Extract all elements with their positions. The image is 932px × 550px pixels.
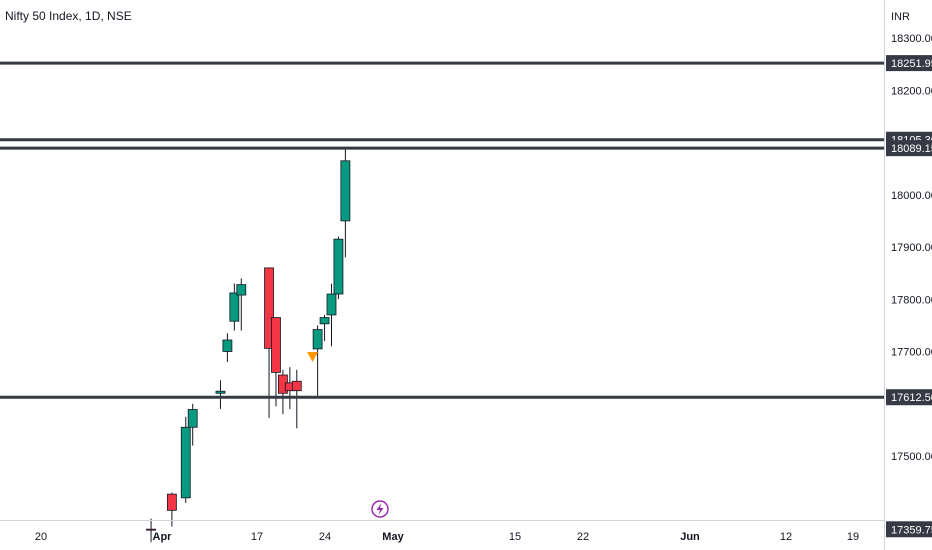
y-tick-label: 18200.00 [891,85,932,97]
candle-body [326,293,337,316]
level-price-label: 17359.75 [886,521,932,538]
candle [229,283,240,331]
signal-marker-triangle [307,352,318,362]
candle [222,333,233,362]
y-tick-label: 18300.00 [891,33,932,45]
candle [146,518,156,543]
candle-body [319,317,330,325]
x-tick-label: Jun [680,531,700,543]
candle-body [146,528,156,531]
chart-title: Nifty 50 Index, 1D, NSE [5,9,132,23]
price-axis[interactable]: 17500.00 17700.00 17800.00 17900.00 18000.00… [891,33,932,463]
candle-body [264,267,274,349]
x-tick-label: 12 [780,531,792,543]
candle-body [271,317,281,373]
levels-group [0,61,884,399]
candle-body [222,339,233,352]
x-tick-label: 19 [847,531,859,543]
candle [271,317,281,407]
candle [180,416,191,504]
svg-text:17359.75: 17359.75 [891,524,932,536]
level-price-label: 17612.50 [886,389,932,406]
candles-group [146,147,351,543]
y-tick-label: 17800.00 [891,294,932,306]
candle-body [166,493,177,511]
candle-body [340,160,351,222]
y-tick-label: 17500.00 [891,451,932,463]
level-price-label: 18251.95 [886,55,932,72]
svg-text:17612.50: 17612.50 [891,392,932,404]
x-tick-label: 20 [35,531,47,543]
candle [291,369,302,429]
currency-label: INR [891,11,910,23]
level-labels-group: 18251.9518105.3018089.1517612.5017359.75 [886,55,932,538]
candle [326,283,337,347]
candle-body [187,409,198,428]
x-tick-label: 22 [577,531,589,543]
x-tick-label: 17 [251,531,263,543]
svg-text:18089.15: 18089.15 [891,143,932,155]
y-tick-label: 17700.00 [891,347,932,359]
candle [340,147,351,258]
lightning-event-icon[interactable] [371,500,389,518]
candle-body [215,390,226,394]
y-tick-label: 17900.00 [891,242,932,254]
candle [215,380,226,409]
x-tick-label: May [382,531,404,543]
x-tick-label: 24 [319,531,331,543]
candle [264,267,274,418]
candle-body [236,284,247,296]
candle [319,314,330,342]
candle-body [312,329,323,350]
candle [187,403,198,446]
candle-body [333,238,344,295]
x-tick-label: Apr [153,531,173,543]
candle [333,236,344,300]
time-axis[interactable]: 20 Apr 17 24 May 15 22 Jun 12 19 [35,531,859,543]
y-tick-label: 18000.00 [891,190,932,202]
x-tick-label: 15 [509,531,521,543]
level-price-label: 18089.15 [886,140,932,157]
candle [236,278,247,331]
svg-text:18251.95: 18251.95 [891,58,932,70]
candle [312,325,323,399]
candle-body [229,292,240,322]
candle-body [180,426,191,499]
candle-body [291,380,302,392]
